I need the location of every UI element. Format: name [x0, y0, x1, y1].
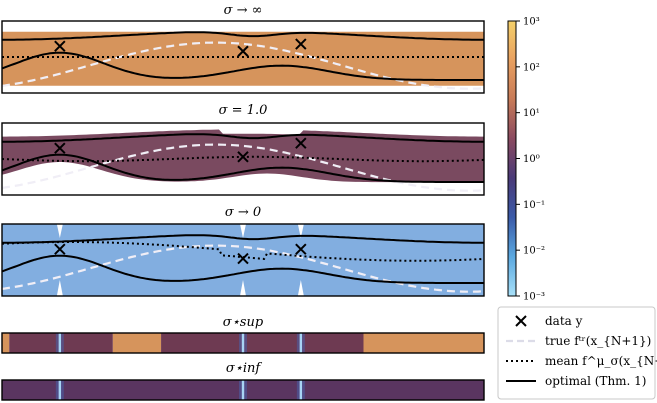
optimal-lower-line [2, 254, 484, 284]
panel-3: σ → 0 [1, 205, 485, 297]
true-function-line [2, 143, 484, 192]
data-point [295, 137, 307, 149]
heatmap-strip-1: σ⋆sup [1, 315, 485, 354]
colorbar-tick-label: 10⁻² [523, 246, 545, 257]
optimal-upper-line [2, 133, 484, 143]
optimal-lower-line [2, 51, 484, 81]
spike-bottom [297, 280, 304, 296]
data-point [237, 252, 249, 265]
panel-body [2, 31, 484, 90]
heatmap-frame [1, 379, 485, 401]
true-function-line [2, 41, 484, 90]
panel-frame [1, 122, 485, 196]
colorbar-bar [507, 20, 517, 297]
legend-label: data y [545, 314, 583, 328]
spike-top [240, 224, 246, 238]
heatmap-title: σ⋆sup [223, 315, 264, 330]
data-point [237, 151, 249, 163]
colorbar-tick-label: 10³ [523, 17, 540, 28]
legend-frame [497, 306, 656, 400]
mean-function-line [2, 241, 484, 262]
legend-label: optimal (Thm. 1) [545, 374, 647, 388]
panel-body [2, 129, 484, 192]
optimal-lower-line [2, 153, 484, 183]
heatmap-segment [112, 333, 162, 353]
optimal-upper-line [2, 234, 484, 244]
data-point [54, 40, 66, 52]
optimal-upper-line [2, 31, 484, 41]
heatmap-segment [2, 333, 10, 353]
heatmap-highlight [299, 380, 303, 400]
panel-title: σ → 0 [225, 205, 261, 220]
heatmap-highlight [58, 380, 62, 400]
panel-title: σ = 1.0 [219, 103, 268, 118]
heatmap-highlight [241, 380, 245, 400]
data-point [54, 142, 66, 154]
colorbar-tick-label: 10² [523, 62, 540, 73]
legend: data y true fᵗʳ(x_{N+1})mean f^μ_σ(x_{N+1… [497, 306, 657, 400]
legend-label: mean f^μ_σ(x_{N+1}) [545, 354, 657, 368]
panel-frame [1, 20, 485, 94]
heatmap-strip-2: σ⋆inf [1, 361, 485, 401]
panel-body [2, 224, 484, 296]
heatmap-frame [1, 332, 485, 354]
spike-bottom [240, 280, 246, 296]
colorbar-tick-label: 10¹ [523, 108, 540, 119]
colorbar-tick-label: 10⁻³ [523, 292, 545, 303]
data-point [54, 243, 66, 255]
spike-top [297, 224, 304, 238]
heatmap-highlight [241, 333, 245, 353]
legend-marker-x [515, 315, 527, 327]
data-point [295, 243, 307, 255]
heatmap-highlight [299, 333, 303, 353]
panel-1: σ → ∞ [1, 3, 485, 94]
heatmap-segment [161, 333, 364, 353]
panel-frame [1, 223, 485, 297]
data-point [295, 38, 307, 50]
spike-bottom [56, 280, 63, 296]
colorbar-tick-label: 10⁰ [523, 154, 540, 165]
colorbar: 10³ 10² 10¹ 10⁰ 10⁻¹ 10⁻² 10⁻³ [507, 17, 545, 303]
spike-top [56, 224, 63, 238]
confidence-band [2, 31, 484, 86]
legend-label: true fᵗʳ(x_{N+1}) [545, 334, 651, 348]
heatmap-segment [363, 333, 484, 353]
heatmap-highlight [58, 333, 62, 353]
panel-title: σ → ∞ [224, 3, 263, 18]
colorbar-tick-label: 10⁻¹ [523, 200, 545, 211]
data-point [237, 45, 249, 57]
heatmap-title: σ⋆inf [226, 361, 263, 376]
panel-2: σ = 1.0 [1, 103, 485, 196]
true-function-line [2, 244, 484, 293]
